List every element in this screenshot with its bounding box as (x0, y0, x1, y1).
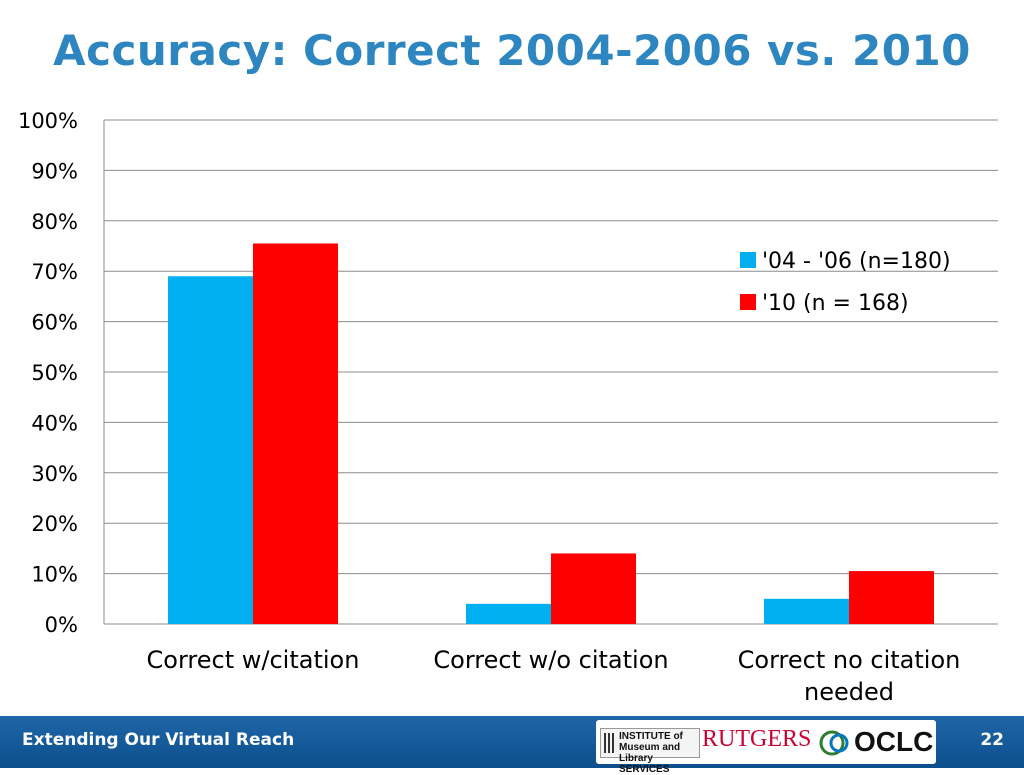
y-tick-label: 90% (31, 159, 78, 183)
x-category-label: needed (804, 678, 894, 706)
y-tick-label: 100% (18, 109, 78, 133)
legend: '04 - '06 (n=180) '10 (n = 168) (740, 249, 951, 316)
page-number: 22 (980, 730, 1004, 750)
y-tick-label: 10% (31, 563, 78, 587)
oclc-swirl-icon (819, 730, 849, 756)
x-category-label: Correct no citation (738, 646, 961, 674)
bar-series2 (253, 243, 338, 625)
x-axis-category-labels: Correct w/citation Correct w/o citation Co… (147, 646, 961, 706)
bar-chart: 0% 10% 20% 30% 40% 50% 60% 70% 80% 90% 100% Correc… (18, 109, 998, 706)
legend-swatch (740, 252, 756, 268)
footer-title: Extending Our Virtual Reach (22, 730, 295, 750)
y-axis-tick-labels: 0% 10% 20% 30% 40% 50% 60% 70% 80% 90% 100% (18, 109, 78, 637)
y-tick-label: 40% (31, 411, 78, 435)
y-tick-label: 60% (31, 311, 78, 335)
imls-logo: INSTITUTE of Museum and Library SERVICES (600, 728, 700, 775)
bar-series2 (849, 571, 934, 624)
legend-label: '04 - '06 (n=180) (762, 249, 951, 274)
oclc-logo: OCLC (854, 726, 934, 757)
y-tick-label: 80% (31, 210, 78, 234)
bar-series1 (168, 276, 253, 624)
x-category-label: Correct w/o citation (433, 646, 668, 674)
y-tick-label: 30% (31, 462, 78, 486)
bar-series2 (551, 553, 636, 624)
y-tick-label: 70% (31, 260, 78, 284)
bar-series1 (466, 603, 551, 624)
sponsor-logos: INSTITUTE of Museum and Library SERVICES… (596, 720, 936, 775)
imls-logo-text: INSTITUTE of Museum and Library SERVICES (619, 731, 683, 775)
chart-title: Accuracy: Correct 2004-2006 vs. 2010 (53, 26, 971, 75)
y-tick-label: 50% (31, 361, 78, 385)
rutgers-logo: RUTGERS (702, 726, 812, 752)
legend-swatch (740, 294, 756, 310)
x-category-label: Correct w/citation (147, 646, 360, 674)
bars (168, 243, 934, 625)
legend-label: '10 (n = 168) (762, 291, 909, 316)
bar-series1 (764, 598, 849, 624)
y-tick-label: 0% (45, 613, 78, 637)
imls-logo-mark (604, 733, 616, 753)
y-tick-label: 20% (31, 512, 78, 536)
